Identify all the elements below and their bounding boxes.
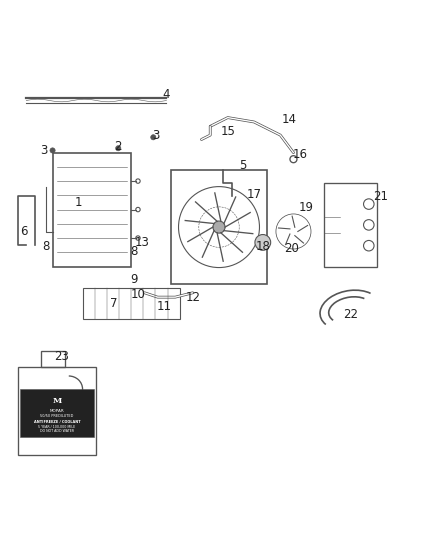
Text: 16: 16 bbox=[293, 148, 307, 161]
Text: MOPAR: MOPAR bbox=[49, 409, 64, 413]
Circle shape bbox=[255, 235, 271, 251]
Text: 2: 2 bbox=[114, 140, 122, 152]
Text: 15: 15 bbox=[220, 125, 235, 138]
Text: 9: 9 bbox=[130, 273, 138, 286]
Text: 12: 12 bbox=[185, 290, 200, 304]
Text: 8: 8 bbox=[130, 245, 137, 257]
Text: DO NOT ADD WATER: DO NOT ADD WATER bbox=[40, 429, 74, 433]
Text: 5 YEAR / 100,000 MILE: 5 YEAR / 100,000 MILE bbox=[39, 425, 75, 429]
Text: 20: 20 bbox=[284, 243, 299, 255]
Text: ANTIFREEZE / COOLANT: ANTIFREEZE / COOLANT bbox=[34, 419, 80, 424]
Circle shape bbox=[116, 146, 121, 151]
Bar bbox=[83, 288, 180, 319]
Text: 23: 23 bbox=[54, 350, 69, 363]
Circle shape bbox=[50, 148, 55, 153]
Text: 21: 21 bbox=[374, 190, 389, 203]
Text: 5: 5 bbox=[240, 159, 247, 172]
Text: M: M bbox=[52, 397, 62, 405]
Text: 13: 13 bbox=[135, 236, 150, 249]
Text: 50/50 PREDILUTED: 50/50 PREDILUTED bbox=[40, 414, 74, 418]
Text: 7: 7 bbox=[110, 297, 118, 310]
Text: 3: 3 bbox=[152, 128, 159, 142]
Text: 8: 8 bbox=[42, 240, 49, 253]
Text: 19: 19 bbox=[299, 201, 314, 214]
Text: 3: 3 bbox=[40, 144, 47, 157]
Text: 11: 11 bbox=[157, 300, 172, 313]
Circle shape bbox=[213, 221, 225, 233]
Bar bbox=[41, 351, 65, 367]
Bar bbox=[20, 389, 94, 437]
Text: 22: 22 bbox=[343, 308, 358, 321]
Circle shape bbox=[151, 135, 156, 140]
Text: 4: 4 bbox=[162, 88, 170, 101]
Text: 1: 1 bbox=[75, 197, 83, 209]
Text: 6: 6 bbox=[20, 225, 28, 238]
Bar bbox=[18, 367, 96, 455]
Bar bbox=[324, 183, 377, 266]
Text: 14: 14 bbox=[282, 114, 297, 126]
Text: 10: 10 bbox=[131, 288, 145, 301]
Bar bbox=[171, 170, 267, 284]
Text: 17: 17 bbox=[247, 188, 261, 201]
Text: 18: 18 bbox=[255, 240, 270, 253]
Bar bbox=[53, 152, 131, 266]
